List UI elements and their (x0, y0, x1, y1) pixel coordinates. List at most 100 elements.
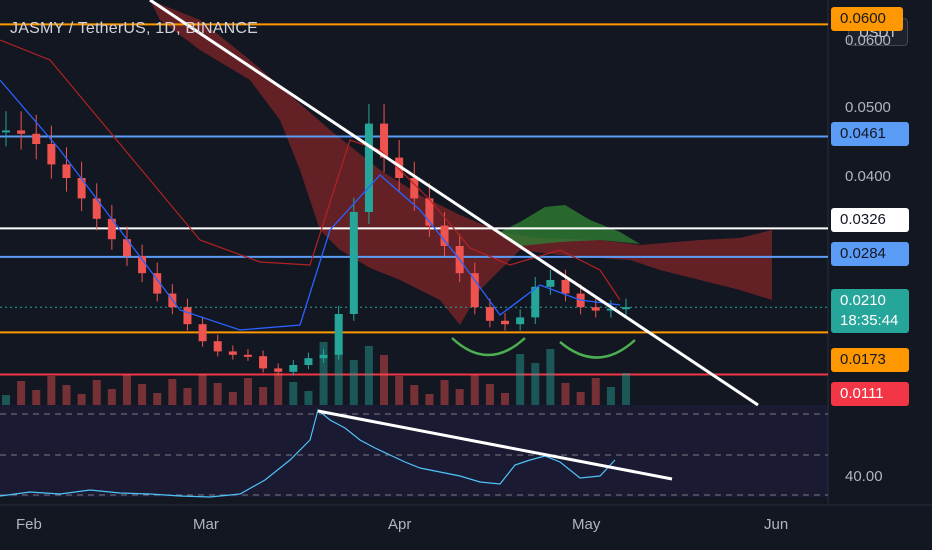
time-label-mar: Mar (193, 516, 219, 533)
candle-body-3 (47, 144, 56, 165)
candle-body-35 (531, 286, 540, 318)
volume-bar-41 (622, 373, 630, 405)
candle-body-17 (259, 356, 268, 369)
candle-body-27 (410, 178, 419, 199)
volume-bar-27 (410, 385, 419, 405)
candle-body-24 (364, 123, 373, 212)
candle-body-18 (274, 368, 283, 372)
candle-countdown: 18:35:44 (840, 312, 899, 329)
volume-bar-0 (2, 395, 10, 405)
volume-bar-28 (425, 394, 434, 405)
last-price-label: 0.0210 (840, 292, 886, 309)
candle-body-13 (198, 324, 207, 342)
candle-body-6 (92, 198, 101, 219)
volume-bar-25 (380, 355, 389, 405)
volume-bar-36 (546, 349, 555, 405)
volume-bar-23 (349, 360, 358, 405)
candle-body-19 (289, 365, 298, 372)
volume-bar-31 (470, 375, 479, 405)
candle-body-12 (183, 307, 192, 325)
candle-body-34 (516, 317, 525, 325)
candle-body-7 (107, 218, 116, 240)
volume-bar-26 (395, 376, 404, 405)
volume-bar-15 (228, 392, 237, 405)
rsi-pane-bg (0, 405, 828, 497)
rsi-tick-40: 40.00 (845, 468, 883, 485)
candle-body-37 (561, 280, 570, 294)
time-label-jun: Jun (764, 516, 789, 533)
candle-body-25 (380, 123, 389, 158)
volume-bar-33 (501, 393, 510, 405)
candle-body-28 (425, 198, 434, 226)
volume-bar-17 (259, 387, 268, 405)
volume-bar-10 (153, 393, 162, 405)
volume-bar-24 (364, 346, 373, 405)
rsi-divergence-line (317, 409, 673, 481)
volume-bar-8 (122, 375, 131, 405)
candle-body-4 (62, 164, 71, 178)
volume-bar-30 (455, 389, 464, 405)
time-label-apr: Apr (388, 516, 412, 533)
volume-bar-4 (62, 385, 71, 405)
candle-body-14 (213, 341, 222, 352)
volume-bar-40 (606, 387, 615, 405)
candle-body-21 (319, 354, 328, 359)
candle-body-1 (17, 130, 26, 134)
volume-bar-13 (198, 374, 207, 405)
volume-bar-3 (47, 376, 56, 405)
candle-body-31 (470, 273, 479, 308)
candle-body-16 (243, 354, 252, 357)
candle-body-22 (334, 314, 343, 355)
rsi-line (0, 408, 616, 498)
rounded-bottom-arc-left (451, 337, 526, 357)
candle-body-41 (622, 307, 630, 310)
level-tag-0461: 0.0461 (831, 122, 909, 146)
volume-bar-35 (531, 363, 540, 405)
candle-body-20 (304, 358, 313, 365)
volume-bar-12 (183, 388, 192, 405)
candle-body-2 (32, 133, 41, 144)
candle-body-8 (122, 239, 131, 257)
volume-bar-39 (591, 378, 600, 405)
volume-bar-5 (77, 394, 86, 405)
volume-bar-14 (213, 383, 222, 405)
candle-body-32 (485, 307, 494, 321)
volume-bar-7 (107, 389, 116, 405)
last-price-tag: 0.0210 18:35:44 (831, 289, 909, 333)
candle-body-23 (349, 212, 358, 314)
descending-trendline (149, 0, 759, 407)
volume-bar-11 (168, 379, 177, 405)
volume-bar-1 (17, 381, 26, 405)
volume-bar-38 (576, 392, 585, 405)
ichimoku-cloud-bullish (500, 205, 640, 246)
volume-bar-16 (243, 378, 252, 405)
volume-bar-21 (319, 342, 328, 405)
price-tick-0600: 0.0600 (845, 32, 891, 49)
volume-bar-29 (440, 380, 449, 405)
candle-body-5 (77, 178, 86, 199)
price-tick-0400: 0.0400 (845, 168, 891, 185)
level-tag-top-text: 0.0600 (840, 10, 886, 27)
candle-body-36 (546, 280, 555, 287)
time-label-feb: Feb (16, 516, 42, 533)
ichimoku-conversion-line (0, 39, 621, 301)
volume-bar-9 (138, 384, 147, 405)
candle-body-15 (228, 351, 237, 355)
volume-bar-37 (561, 383, 570, 405)
candle-body-10 (153, 273, 162, 294)
volume-bar-19 (289, 382, 298, 405)
level-tag-0111: 0.0111 (831, 382, 909, 406)
ichimoku-cloud-bearish (150, 0, 772, 325)
candle-body-40 (606, 308, 615, 311)
candle-body-26 (395, 157, 404, 178)
candle-body-33 (501, 320, 510, 325)
candle-body-29 (440, 225, 449, 246)
volume-bar-32 (485, 384, 494, 405)
level-tag-0284: 0.0284 (831, 242, 909, 266)
price-tick-0500: 0.0500 (845, 99, 891, 116)
volume-bar-20 (304, 391, 313, 405)
level-tag-0173: 0.0173 (831, 348, 909, 372)
level-tag-top-orange: 0.0600 (831, 7, 903, 31)
